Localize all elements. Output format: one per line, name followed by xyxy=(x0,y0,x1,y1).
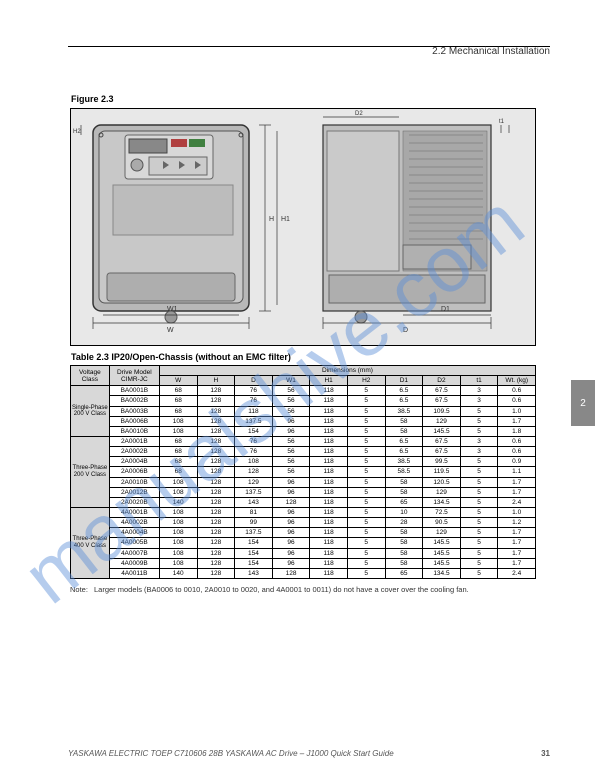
chapter-tab: 2 xyxy=(571,380,595,426)
section-header: 2.2 Mechanical Installation xyxy=(432,46,550,57)
svg-text:H2: H2 xyxy=(73,129,81,135)
page-footer: YASKAWA ELECTRIC TOEP C710606 28B YASKAW… xyxy=(68,749,550,758)
svg-text:H: H xyxy=(269,216,274,223)
svg-text:D1: D1 xyxy=(441,306,450,313)
svg-text:H1: H1 xyxy=(281,216,290,223)
svg-text:D: D xyxy=(403,327,408,334)
figure-title: Figure 2.3 xyxy=(71,94,550,104)
svg-text:W: W xyxy=(167,327,174,334)
note: Note:Larger models (BA0006 to 0010, 2A00… xyxy=(70,585,550,595)
svg-text:W1: W1 xyxy=(167,306,178,313)
spec-table: VoltageClass Drive ModelCIMR-JC Dimensio… xyxy=(70,365,536,579)
table-title: Table 2.3 IP20/Open-Chassis (without an … xyxy=(71,352,550,362)
svg-text:D2: D2 xyxy=(355,111,363,117)
technical-diagram: W W1 H H1 H2 xyxy=(70,108,536,346)
svg-text:t1: t1 xyxy=(499,119,505,125)
